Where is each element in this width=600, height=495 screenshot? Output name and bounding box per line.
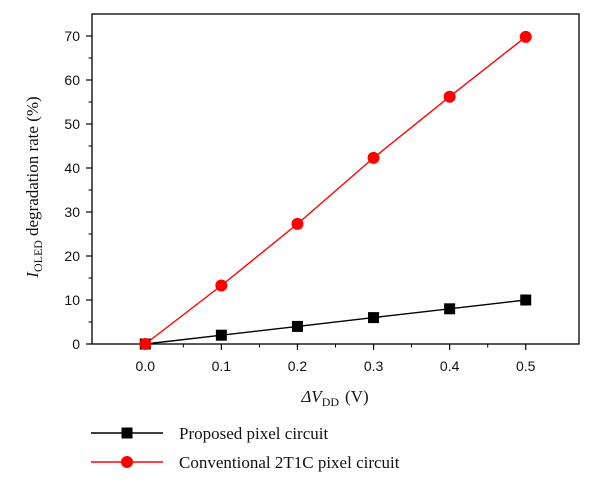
y-tick-label: 60 [64, 72, 80, 88]
x-axis-label-subscript: DD [322, 395, 340, 409]
series-0-point [444, 303, 456, 315]
series-1-point [139, 338, 152, 350]
x-axis-label-unit: (V) [345, 387, 369, 406]
x-tick-label: 0.4 [440, 358, 460, 374]
axes: 0.0 0.1 0.2 0.3 0.4 0.5 0 10 20 30 40 50 60 70 [64, 28, 535, 374]
y-axis-label-subscript: OLED [31, 240, 45, 272]
y-tick-label: 70 [64, 28, 80, 44]
series-layer [139, 30, 532, 350]
series-0-point [291, 320, 303, 332]
y-tick-label: 50 [64, 116, 80, 132]
y-axis-label-symbol: I [23, 271, 42, 279]
x-axis-label-symbol: ΔV [300, 387, 324, 406]
series-1-point [215, 279, 228, 292]
series-0-point [215, 329, 227, 341]
legend-label-proposed: Proposed pixel circuit [179, 424, 328, 443]
legend-label-conventional: Conventional 2T1C pixel circuit [179, 453, 400, 472]
x-tick-label: 0.0 [136, 358, 156, 374]
series-1-point [443, 90, 456, 103]
series-line-0 [145, 299, 526, 345]
x-axis-label: ΔVDD (V) [300, 387, 368, 409]
legend-item-conventional: Conventional 2T1C pixel circuit [91, 453, 400, 472]
series-line-1 [144, 36, 527, 345]
series-1-point [291, 217, 304, 230]
legend-marker-proposed [121, 427, 133, 439]
y-tick-label: 0 [72, 336, 80, 352]
series-0-point [520, 294, 532, 306]
y-axis-label-rest: degradation rate (%) [23, 96, 42, 236]
y-tick-label: 30 [64, 204, 80, 220]
legend-item-proposed: Proposed pixel circuit [91, 424, 328, 443]
plot-frame [91, 13, 580, 345]
y-tick-label: 20 [64, 248, 80, 264]
legend-marker-conventional [121, 456, 133, 468]
x-tick-label: 0.1 [212, 358, 232, 374]
series-0-point [368, 312, 380, 324]
y-tick-label: 40 [64, 160, 80, 176]
x-tick-label: 0.5 [516, 358, 536, 374]
y-axis-label: IOLED degradation rate (%) [23, 96, 45, 278]
plot-area [91, 13, 580, 345]
series-1-point [519, 30, 532, 43]
series-1-point [367, 151, 380, 164]
y-tick-label: 10 [64, 292, 80, 308]
x-tick-label: 0.3 [364, 358, 384, 374]
legend: Proposed pixel circuit Conventional 2T1C… [91, 424, 400, 472]
x-tick-label: 0.2 [288, 358, 308, 374]
